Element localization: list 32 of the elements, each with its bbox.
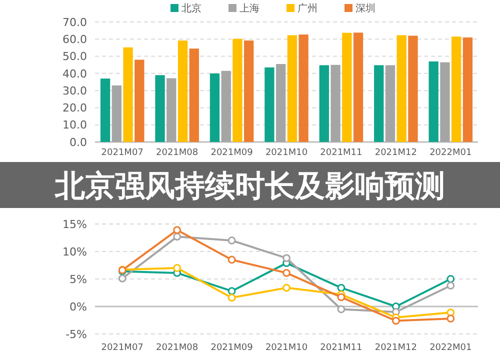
y-tick-label: 15% [62,218,87,231]
y-tick-label: 0.0 [70,136,87,149]
x-tick-label: 2021M10 [265,343,308,353]
x-tick-label: 2022M01 [430,148,472,158]
y-tick-label: 70.0 [62,16,87,29]
x-tick-label: 2021M10 [265,148,308,158]
y-tick-label: 60.0 [62,32,87,46]
x-tick-label: 2021M11 [320,343,362,353]
x-tick-label: 2021M08 [156,148,198,158]
legend-label: 广州 [298,2,318,14]
x-tick-label: 2021M12 [374,148,417,158]
x-tick-label: 2021M08 [156,343,198,353]
y-tick-label: 0% [70,300,87,314]
x-tick-label: 2021M09 [210,343,254,353]
legend-label: 北京 [182,2,202,14]
y-tick-label: 40.0 [62,67,87,80]
legend-label: 深圳 [356,2,376,14]
x-tick-label: 2021M12 [374,343,417,353]
y-tick-label: 50.0 [62,50,87,64]
x-tick-label: 2021M09 [210,148,254,158]
y-tick-label: 5% [70,272,87,286]
y-tick-label: 30.0 [62,84,87,98]
y-tick-label: 10.0 [62,118,87,132]
y-tick-label: 20.0 [62,102,87,115]
legend-label: 上海 [240,2,260,14]
x-tick-label: 2022M01 [430,343,472,353]
x-tick-label: 2021M07 [101,343,144,353]
x-tick-label: 2021M07 [101,148,144,158]
y-tick-label: 10% [62,245,87,258]
chart-title: 北京强风持续时长及影响预测 [54,169,445,204]
x-tick-label: 2021M11 [320,148,362,158]
y-tick-label: -5% [66,328,87,341]
